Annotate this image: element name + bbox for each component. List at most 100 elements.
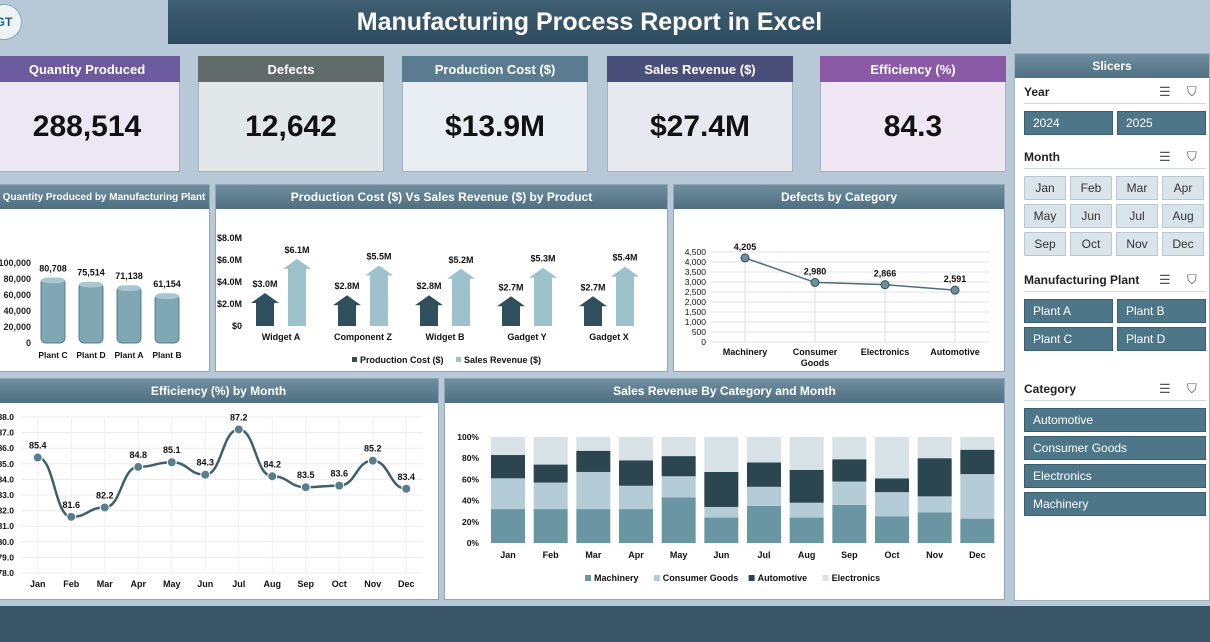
efficiency-point [32,452,43,463]
y-tick-label: 4,000 [685,257,707,267]
x-tick-label: Plant B [152,350,181,360]
kpi-label: Quantity Produced [0,56,180,82]
slicer-month-item[interactable]: Mar [1116,176,1158,200]
slicer-month-multiselect-icon[interactable]: ☰ [1159,149,1171,164]
x-tick-label: Feb [63,579,80,589]
stacked-segment [832,481,867,505]
y-tick-label: 80,000 [3,274,31,284]
slicer-month-item[interactable]: Feb [1070,176,1112,200]
y-tick-label: $0 [232,321,242,331]
plant-bar-cap [117,285,141,292]
slicer-year-item[interactable]: 2025 [1117,111,1206,135]
slicer-category-item[interactable]: Automotive [1024,408,1206,432]
slicer-category-title: Category [1024,382,1077,396]
y-tick-label: 100% [457,432,479,442]
kpi-value: $27.4M [607,82,793,172]
slicer-plant-item[interactable]: Plant D [1117,327,1206,351]
point-value-label: 84.3 [196,458,214,468]
slicer-category-item[interactable]: Consumer Goods [1024,436,1206,460]
slicer-year-item[interactable]: 2024 [1024,111,1113,135]
stacked-segment [491,509,525,543]
stacked-segment [747,437,781,463]
efficiency-line-chart: 88.0 87.0 86.0 85.0 84.0 83.0 82.0 81.0 80.0 79.0… [0,412,423,589]
company-logo: GT [0,4,22,40]
x-tick-label: Widget A [262,332,301,342]
stacked-segment [960,449,995,475]
efficiency-point [133,461,144,472]
stacked-segment [491,455,525,479]
kpi-value: $13.9M [402,82,588,172]
x-tick-label: Component Z [334,332,392,342]
slicer-month-item[interactable]: Jun [1070,204,1112,228]
costrev-chart-panel: Production Cost ($) Vs Sales Revenue ($)… [215,184,668,372]
legend-label: Automotive [758,573,808,583]
slicer-month-item[interactable]: Dec [1162,232,1204,256]
x-tick-label: Dec [969,550,986,560]
slicer-plant-item[interactable]: Plant B [1117,299,1206,323]
slicer-category-multiselect-icon[interactable]: ☰ [1159,381,1171,396]
bar-value-label: $5.3M [530,254,555,264]
stacked-segment [747,462,781,487]
slicer-year-multiselect-icon[interactable]: ☰ [1159,84,1171,99]
slicers-title: Slicers [1015,54,1209,78]
legend-swatch [352,357,357,362]
kpi-value: 84.3 [820,82,1006,172]
stacked-segment [533,464,568,483]
stacked-segment [704,506,739,518]
slicer-category-item[interactable]: Machinery [1024,492,1206,516]
stacked-segment [576,437,611,451]
slicer-category-item[interactable]: Electronics [1024,464,1206,488]
slicer-month-item[interactable]: Jan [1024,176,1066,200]
stacked-segment [533,509,568,543]
point-value-label: 81.6 [62,500,80,510]
bar-value-label: $6.1M [284,245,309,255]
bottom-bar [0,606,1210,642]
slicer-month-item[interactable]: Nov [1116,232,1158,256]
stacked-segment [576,450,611,472]
slicer-month-item[interactable]: Aug [1162,204,1204,228]
slicer-category-clear-filter-icon[interactable]: ⛉ [1187,381,1197,396]
stacked-segment [789,469,824,503]
slicer-month-item[interactable]: Oct [1070,232,1112,256]
y-tick-label: 2,000 [685,297,707,307]
defects-line [744,257,956,291]
efficiency-chart-panel: Efficiency (%) by Month 88.0 87.0 86.0 85.0… [0,378,439,600]
x-tick-label: Aug [264,579,282,589]
slicer-plant-multiselect-icon[interactable]: ☰ [1159,272,1171,287]
y-tick-label: 3,500 [685,267,707,277]
stacked-segment [917,437,952,459]
stacked-segment [704,437,739,472]
slicer-month-item[interactable]: Sep [1024,232,1066,256]
y-tick-label: 500 [692,327,706,337]
slicer-plant-clear-filter-icon[interactable]: ⛉ [1187,272,1197,287]
point-value-label: 2,866 [874,269,897,279]
slicer-month-item[interactable]: Apr [1162,176,1204,200]
slicer-month-clear-filter-icon[interactable]: ⛉ [1187,149,1197,164]
x-tick-label: Jul [232,579,245,589]
y-tick-label: 60,000 [3,290,31,300]
stacked-segment [747,505,781,543]
x-tick-label: Jan [30,579,46,589]
slicer-month-item[interactable]: Jul [1116,204,1158,228]
slicer-year-title: Year [1024,85,1050,99]
x-tick-label: Jan [500,550,516,560]
bar-value-label: 61,154 [153,279,181,289]
efficiency-point [233,424,244,435]
plant-chart-title: Quantity Produced by Manufacturing Plant [0,185,209,209]
x-tick-label: Machinery [723,347,768,357]
efficiency-point [300,482,311,493]
x-tick-label: May [670,550,688,560]
slicer-plant-item[interactable]: Plant A [1024,299,1113,323]
x-tick-label: Nov [364,579,381,589]
point-value-label: 84.8 [129,450,147,460]
stacked-segment [491,437,525,456]
efficiency-point [99,502,110,513]
plant-chart-panel: Quantity Produced by Manufacturing Plant… [0,184,210,372]
kpi-card: Efficiency (%) 84.3 [820,56,1006,174]
slicer-plant-item[interactable]: Plant C [1024,327,1113,351]
slicer-year-clear-filter-icon[interactable]: ⛉ [1187,84,1197,99]
y-tick-label: 85.0 [0,459,14,469]
slicer-month-item[interactable]: May [1024,204,1066,228]
cost-arrow-bar [579,296,607,326]
defects-point [950,285,960,295]
